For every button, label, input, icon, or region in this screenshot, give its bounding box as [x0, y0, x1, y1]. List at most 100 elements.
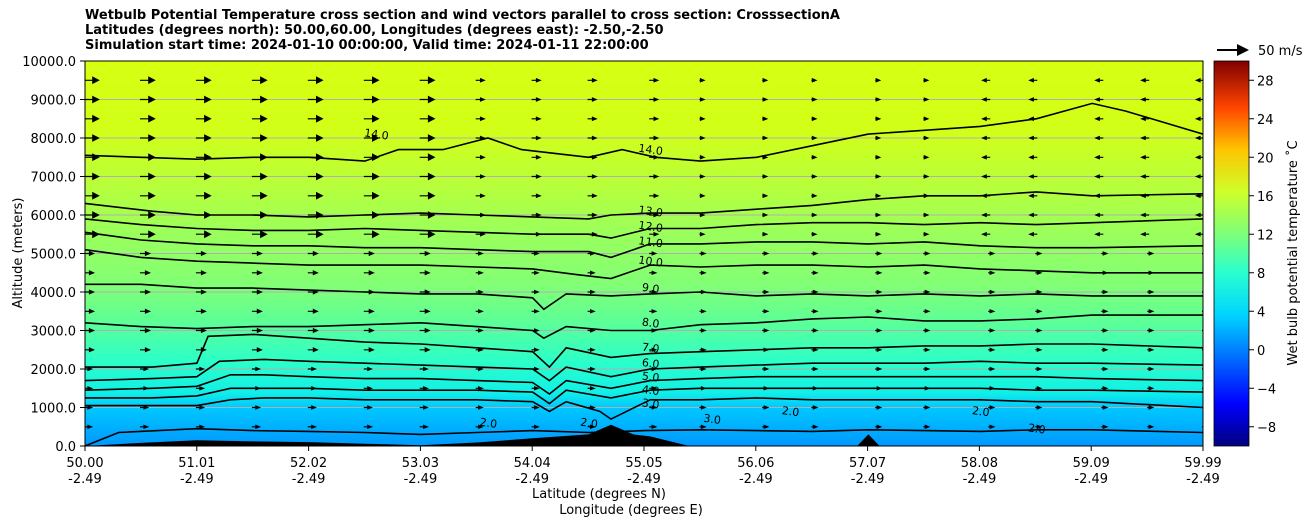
wind-vector	[85, 211, 100, 219]
wind-vector	[923, 289, 931, 295]
wind-vector	[85, 134, 100, 142]
wind-vector	[363, 172, 380, 181]
wind-vector	[923, 116, 930, 122]
wind-vector	[1035, 270, 1043, 275]
wind-vector	[475, 251, 484, 256]
wind-vector	[811, 366, 819, 372]
wind-vector	[699, 97, 706, 102]
wind-vector	[475, 270, 484, 275]
wind-vector	[475, 347, 484, 352]
wind-vector	[1035, 347, 1043, 352]
wind-vector	[699, 251, 707, 256]
colorbar-tick-label: 20	[1257, 151, 1274, 166]
y-tick-label: 3000.0	[31, 325, 77, 340]
wind-vector	[85, 405, 94, 410]
contour-label: 8.0	[641, 316, 660, 331]
wind-vector	[587, 154, 598, 160]
x-tick-label-lon: -2.49	[404, 472, 438, 487]
wind-vector	[1101, 386, 1109, 391]
contour-label: 5.0	[641, 369, 660, 384]
wind-vector	[363, 211, 380, 219]
wind-vector	[531, 154, 542, 160]
wind-vector	[875, 405, 883, 410]
wind-vector	[587, 270, 596, 275]
wind-vector	[762, 97, 769, 102]
wind-vector	[988, 251, 996, 256]
wind-vector	[923, 366, 931, 372]
wind-vector	[1194, 231, 1203, 237]
wind-vector	[419, 366, 429, 372]
wind-vector	[251, 211, 268, 219]
wind-vector	[85, 95, 100, 104]
wind-vector	[988, 347, 996, 352]
wind-vector	[195, 172, 212, 181]
wind-vector	[475, 77, 486, 83]
wind-vector	[923, 405, 931, 410]
wind-vector	[762, 347, 770, 352]
wind-vector	[981, 154, 991, 160]
contour-label: 10.0	[638, 253, 664, 269]
wind-vector	[195, 289, 207, 295]
wind-vector	[1035, 366, 1043, 372]
wind-vector	[762, 154, 769, 160]
contour-label: 3.0	[641, 396, 660, 411]
wind-vector	[1101, 289, 1109, 295]
wind-vector	[419, 270, 431, 276]
y-tick-label: 5000.0	[31, 248, 77, 263]
wind-vector	[811, 193, 818, 199]
contour-label: 2.0	[1027, 421, 1046, 436]
wind-vector	[251, 327, 263, 334]
wind-vector	[762, 309, 770, 314]
wind-vector	[1140, 97, 1150, 102]
wind-vector	[875, 77, 882, 83]
wind-vector	[875, 251, 883, 256]
wind-vector	[988, 328, 996, 333]
wind-vector	[363, 76, 380, 85]
wind-vector	[811, 77, 818, 83]
wind-vector	[1094, 174, 1104, 179]
wind-vector	[251, 230, 268, 239]
wind-vector	[699, 386, 707, 391]
x-tick-label-lon: -2.49	[1186, 472, 1220, 487]
wind-vector	[195, 191, 212, 200]
wind-vector	[988, 424, 996, 429]
colorbar-tick-label: 24	[1257, 113, 1274, 128]
terrain	[85, 424, 1203, 446]
wind-vector	[1140, 231, 1150, 237]
wind-vector	[140, 211, 156, 219]
wind-vector	[649, 251, 658, 256]
wind-vector	[699, 424, 707, 429]
wind-vector	[1147, 270, 1155, 275]
wind-vector	[140, 76, 156, 85]
x-tick-label-lat: 58.08	[961, 456, 998, 471]
wind-vector	[307, 289, 319, 295]
wind-vector	[363, 405, 373, 410]
x-tick-label-lon: -2.49	[963, 472, 997, 487]
wind-vector	[307, 211, 324, 219]
wind-vector	[419, 424, 429, 429]
wind-vector	[85, 424, 94, 429]
wind-vector	[307, 308, 319, 314]
wind-vector	[981, 116, 991, 122]
wind-vector	[1035, 289, 1043, 295]
y-axis-label: Altitude (meters)	[11, 198, 26, 309]
y-tick-label: 0.0	[55, 440, 76, 455]
wind-vector	[419, 289, 431, 295]
wind-vector	[140, 95, 156, 104]
wind-vector	[475, 212, 486, 218]
y-tick-label: 10000.0	[22, 55, 76, 70]
wind-vector	[587, 97, 598, 102]
wind-vector	[811, 212, 818, 218]
wind-vector	[1101, 366, 1109, 372]
wind-vector	[811, 135, 818, 141]
wind-vector	[531, 212, 542, 218]
wind-vector	[85, 366, 94, 372]
wind-vector	[811, 270, 819, 275]
wind-vector	[1194, 135, 1203, 141]
wind-vector	[699, 116, 706, 122]
wind-vector	[762, 366, 770, 372]
colorbar-tick-label: 28	[1257, 74, 1274, 89]
wind-vector	[587, 289, 596, 295]
wind-vector	[923, 328, 931, 333]
wind-vector	[587, 424, 596, 429]
